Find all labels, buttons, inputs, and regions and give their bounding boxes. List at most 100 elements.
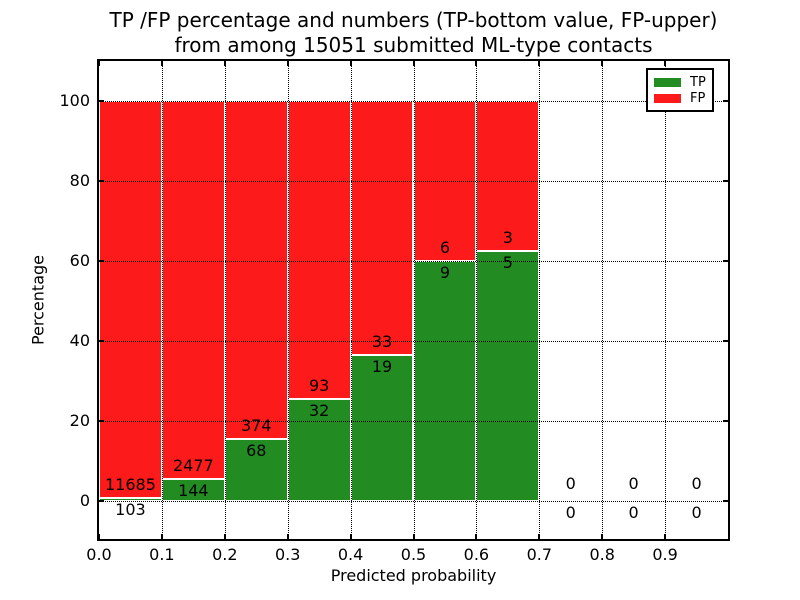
fp-bar-segment <box>350 101 414 355</box>
right-tick <box>723 260 728 262</box>
top-tick <box>349 61 352 66</box>
bottom-tick <box>475 534 478 539</box>
legend: TP FP <box>646 68 714 112</box>
bottom-tick <box>664 534 667 539</box>
y-tick-label: 20 <box>69 411 90 430</box>
chart-title-line2: from among 15051 submitted ML-type conta… <box>174 33 653 57</box>
y-tick-label: 60 <box>69 251 90 270</box>
tp-count-label: 103 <box>115 499 146 519</box>
v-gridline <box>224 61 226 539</box>
x-tick-label: 0.1 <box>149 545 175 564</box>
bottom-tick <box>349 534 352 539</box>
tp-count-label: 19 <box>371 356 393 376</box>
tp-count-label: 68 <box>246 441 267 461</box>
left-tick <box>99 420 104 422</box>
right-tick <box>723 340 728 342</box>
tp-count-label: 32 <box>308 400 330 420</box>
tp-count-label: 9 <box>439 263 451 282</box>
v-gridline <box>287 61 289 539</box>
top-tick <box>475 61 478 66</box>
x-tick-label: 0.4 <box>337 545 364 564</box>
left-tick <box>99 260 104 262</box>
bottom-tick <box>98 534 100 539</box>
fp-count-label: 11685 <box>104 474 156 494</box>
fp-count-label: 374 <box>240 416 272 436</box>
tp-bar-segment <box>413 261 477 501</box>
v-gridline <box>413 61 415 539</box>
tp-color-swatch <box>654 77 681 87</box>
fp-count-label: 0 <box>628 474 639 493</box>
fp-count-label: 3 <box>502 228 513 247</box>
fp-count-label: 2477 <box>172 456 214 476</box>
top-tick <box>412 61 415 66</box>
x-tick-label: 0.3 <box>274 545 301 564</box>
right-tick <box>723 180 728 182</box>
fp-count-label: 33 <box>371 331 393 351</box>
top-tick <box>601 61 604 66</box>
fp-count-label: 0 <box>691 474 702 493</box>
chart-title-line1: TP /FP percentage and numbers (TP-bottom… <box>109 8 718 32</box>
y-tick-label: 80 <box>69 171 90 190</box>
bottom-tick <box>538 534 541 539</box>
v-gridline <box>161 61 163 539</box>
bottom-tick <box>286 534 289 539</box>
top-tick <box>160 61 163 66</box>
bottom-tick <box>601 534 604 539</box>
tp-count-label: 0 <box>565 503 576 522</box>
x-tick-label: 0.5 <box>400 545 427 564</box>
top-tick <box>286 61 289 66</box>
fp-count-label: 93 <box>308 375 330 395</box>
fp-bar-segment <box>287 101 351 399</box>
x-tick-label: 0.7 <box>526 545 553 564</box>
tp-bar-segment <box>350 354 414 501</box>
y-tick-label: 0 <box>79 491 90 510</box>
chart-title: TP /FP percentage and numbers (TP-bottom… <box>99 8 728 58</box>
legend-item-fp: FP <box>654 92 706 105</box>
tp-bar-segment <box>99 497 162 501</box>
left-tick <box>99 500 104 502</box>
fp-bar-segment <box>99 101 162 498</box>
legend-item-tp: TP <box>654 76 706 89</box>
left-tick <box>99 340 104 342</box>
fp-bar-segment <box>224 101 288 440</box>
tp-count-label: 0 <box>628 503 639 522</box>
x-tick-label: 0.8 <box>589 545 615 564</box>
x-axis-label: Predicted probability <box>330 566 497 585</box>
v-gridline <box>350 61 352 539</box>
fp-color-swatch <box>654 93 681 103</box>
legend-label-tp: TP <box>690 74 706 90</box>
x-tick-label: 0.2 <box>212 545 238 564</box>
fp-count-label: 6 <box>439 238 451 257</box>
fp-bar-segment <box>161 101 225 480</box>
top-tick <box>98 61 100 66</box>
v-gridline <box>539 61 541 539</box>
bottom-tick <box>412 534 415 539</box>
fp-bar-segment <box>476 101 540 251</box>
top-tick <box>664 61 667 66</box>
y-tick-label: 100 <box>59 91 90 110</box>
v-gridline <box>665 61 667 539</box>
tp-bar-segment <box>476 251 540 501</box>
x-tick-label: 0.0 <box>86 545 112 564</box>
tp-bar-segment <box>287 398 351 501</box>
x-tick-label: 0.6 <box>463 545 490 564</box>
y-tick-label: 40 <box>69 331 90 350</box>
tp-count-label: 5 <box>502 253 513 272</box>
top-tick <box>538 61 541 66</box>
right-tick <box>723 100 728 102</box>
plot-area: TP FP 11685 103 2477 144 374 68 93 32 33 19 6 9 3 5 0 0… <box>98 61 728 539</box>
bottom-tick <box>160 534 163 539</box>
right-tick <box>723 420 728 422</box>
left-tick <box>99 100 104 102</box>
v-gridline <box>476 61 478 539</box>
top-tick <box>223 61 226 66</box>
legend-label-fp: FP <box>690 90 706 106</box>
x-tick-label: 0.9 <box>652 545 678 564</box>
left-tick <box>99 180 104 182</box>
tp-count-label: 0 <box>691 503 702 522</box>
bottom-tick <box>223 534 226 539</box>
v-gridline <box>602 61 604 539</box>
right-tick <box>723 500 728 502</box>
fp-count-label: 0 <box>565 474 576 493</box>
